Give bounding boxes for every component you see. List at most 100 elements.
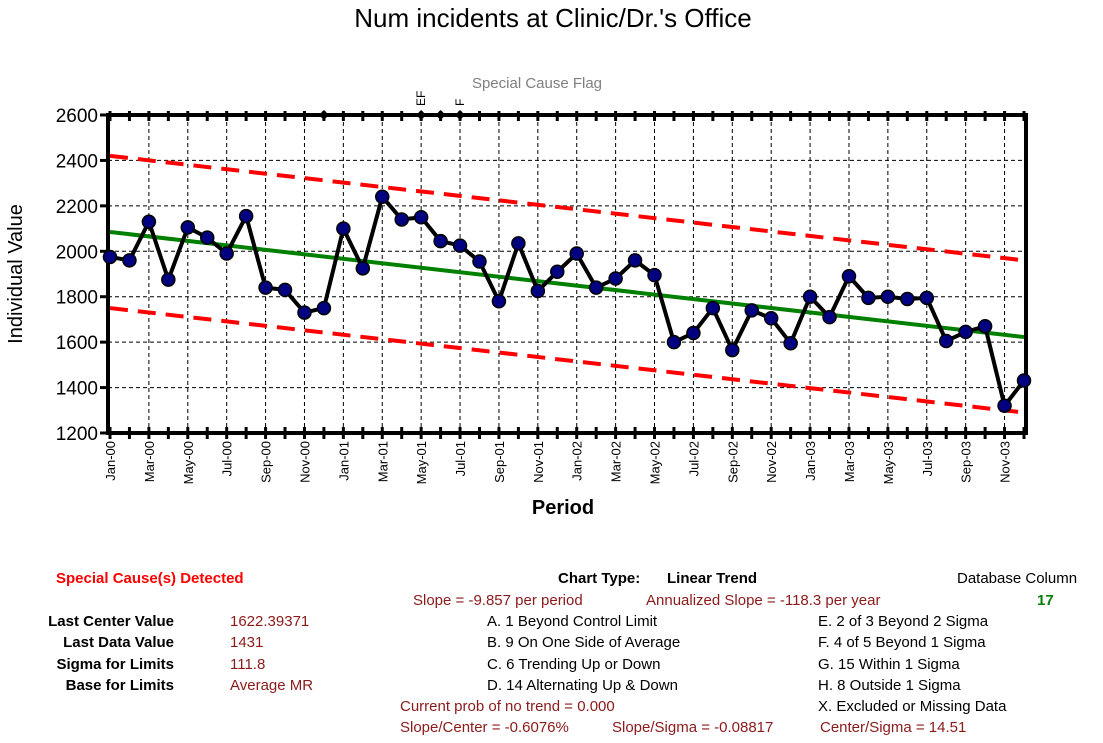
data-point [297, 305, 312, 320]
slope-center: Slope/Center = -0.6076% [400, 719, 569, 736]
y-axis-label: Individual Value [5, 204, 27, 344]
data-point [394, 212, 409, 227]
data-point [569, 246, 584, 261]
x-tick-label: Mar-00 [142, 441, 157, 482]
data-point [900, 291, 915, 307]
control-limits [109, 153, 1025, 415]
rule-b: B. 9 On One Side of Average [487, 634, 681, 651]
rule-c: C. 6 Trending Up or Down [487, 656, 661, 673]
data-point [647, 267, 662, 283]
axis-ticks [100, 111, 1026, 439]
data-point [841, 269, 857, 284]
data-point [802, 289, 818, 304]
data-point [725, 342, 740, 358]
rule-x: X. Excluded or Missing Data [818, 698, 1007, 715]
data-point [238, 208, 254, 224]
data-point [491, 294, 507, 309]
x-tick-label: Jan-02 [570, 441, 585, 481]
data-point [413, 209, 429, 225]
data-point [277, 282, 293, 298]
x-tick-label: Sep-03 [959, 441, 974, 483]
control-chart: Num incidents at Clinic/Dr.'s Office Spe… [5, 3, 1032, 519]
rule-h: H. 8 Outside 1 Sigma [818, 677, 961, 694]
flag-marker [318, 110, 329, 120]
last-data-value: 1431 [230, 634, 264, 651]
x-tick-label: May-02 [648, 441, 663, 484]
data-point [472, 254, 487, 269]
data-point [180, 220, 196, 235]
flag-label: EF [414, 91, 428, 106]
data-point [608, 271, 623, 286]
base-for-limits-label: Base for Limits [65, 677, 174, 694]
y-tick-label: 1600 [56, 333, 98, 354]
sigma-for-limits-value: 111.8 [230, 656, 266, 673]
x-tick-label: Sep-01 [492, 441, 507, 483]
data-point [316, 300, 332, 316]
x-tick-label: Sep-02 [725, 441, 740, 483]
flag-marker [416, 110, 427, 120]
special-cause-flag-title: Special Cause Flag [472, 75, 602, 92]
center-sigma: Center/Sigma = 14.51 [820, 719, 967, 736]
data-point [997, 398, 1012, 413]
data-point [763, 311, 779, 326]
x-tick-label: Jul-00 [220, 441, 235, 476]
data-point [938, 333, 954, 349]
last-center-value-label: Last Center Value [48, 613, 174, 630]
x-tick-label: Nov-02 [764, 441, 779, 483]
x-tick-label: Mar-01 [375, 441, 390, 482]
data-point [102, 249, 118, 265]
x-tick-label: Jan-01 [336, 441, 351, 481]
x-tick-label: Jan-00 [103, 441, 118, 481]
data-point [588, 280, 604, 295]
rule-g: G. 15 Within 1 Sigma [818, 656, 960, 673]
data-point [783, 336, 798, 351]
rule-e: E. 2 of 3 Beyond 2 Sigma [818, 613, 989, 630]
data-point [666, 334, 682, 350]
database-column-label: Database Column [957, 570, 1078, 587]
data-point [627, 253, 643, 268]
data-point [161, 272, 176, 287]
y-tick-label: 2200 [56, 197, 98, 218]
x-tick-labels: Jan-00 Mar-00 May-00 Jul-00 Sep-00 Nov-00 Jan-… [103, 441, 1013, 484]
y-tick-label: 2000 [56, 242, 98, 263]
y-tick-label: 2600 [56, 106, 98, 127]
x-tick-label: May-01 [414, 441, 429, 484]
data-point [822, 309, 837, 325]
x-tick-label: Jul-03 [920, 441, 935, 476]
data-point [433, 233, 448, 249]
plot-area-frame [106, 113, 1028, 435]
y-tick-label: 1800 [56, 288, 98, 309]
data-point [258, 280, 273, 295]
last-data-value-label: Last Data Value [63, 634, 174, 651]
center-trend-line [109, 229, 1025, 340]
x-axis-label: Period [532, 497, 594, 519]
sigma-for-limits-label: Sigma for Limits [56, 656, 174, 673]
data-point [1016, 373, 1032, 388]
data-point [686, 325, 701, 341]
flag-marker [455, 110, 466, 120]
data-point [511, 236, 526, 251]
flag-label: F [453, 99, 467, 106]
data-point [861, 290, 876, 306]
upper-control-limit [109, 153, 1025, 263]
slope-per-period: Slope = -9.857 per period [413, 592, 583, 609]
special-cause-detected: Special Cause(s) Detected [56, 570, 244, 587]
x-tick-label: Jul-01 [453, 441, 468, 476]
y-tick-label: 1400 [56, 379, 98, 400]
data-point [355, 261, 371, 276]
x-tick-label: Mar-02 [609, 441, 624, 482]
data-series [102, 189, 1032, 413]
x-tick-label: May-00 [181, 441, 196, 484]
database-column-value: 17 [1037, 592, 1054, 609]
base-for-limits-value: Average MR [230, 677, 314, 694]
annualized-slope: Annualized Slope = -118.3 per year [646, 592, 881, 609]
data-point [219, 246, 234, 261]
slope-sigma: Slope/Sigma = -0.08817 [612, 719, 774, 736]
chart-type-value: Linear Trend [667, 570, 758, 587]
x-tick-label: Nov-01 [531, 441, 546, 483]
x-tick-label: Nov-03 [998, 441, 1013, 483]
last-center-value: 1622.39371 [230, 613, 310, 630]
x-tick-label: Mar-03 [842, 441, 857, 482]
data-point [530, 283, 546, 299]
data-point [977, 318, 993, 334]
